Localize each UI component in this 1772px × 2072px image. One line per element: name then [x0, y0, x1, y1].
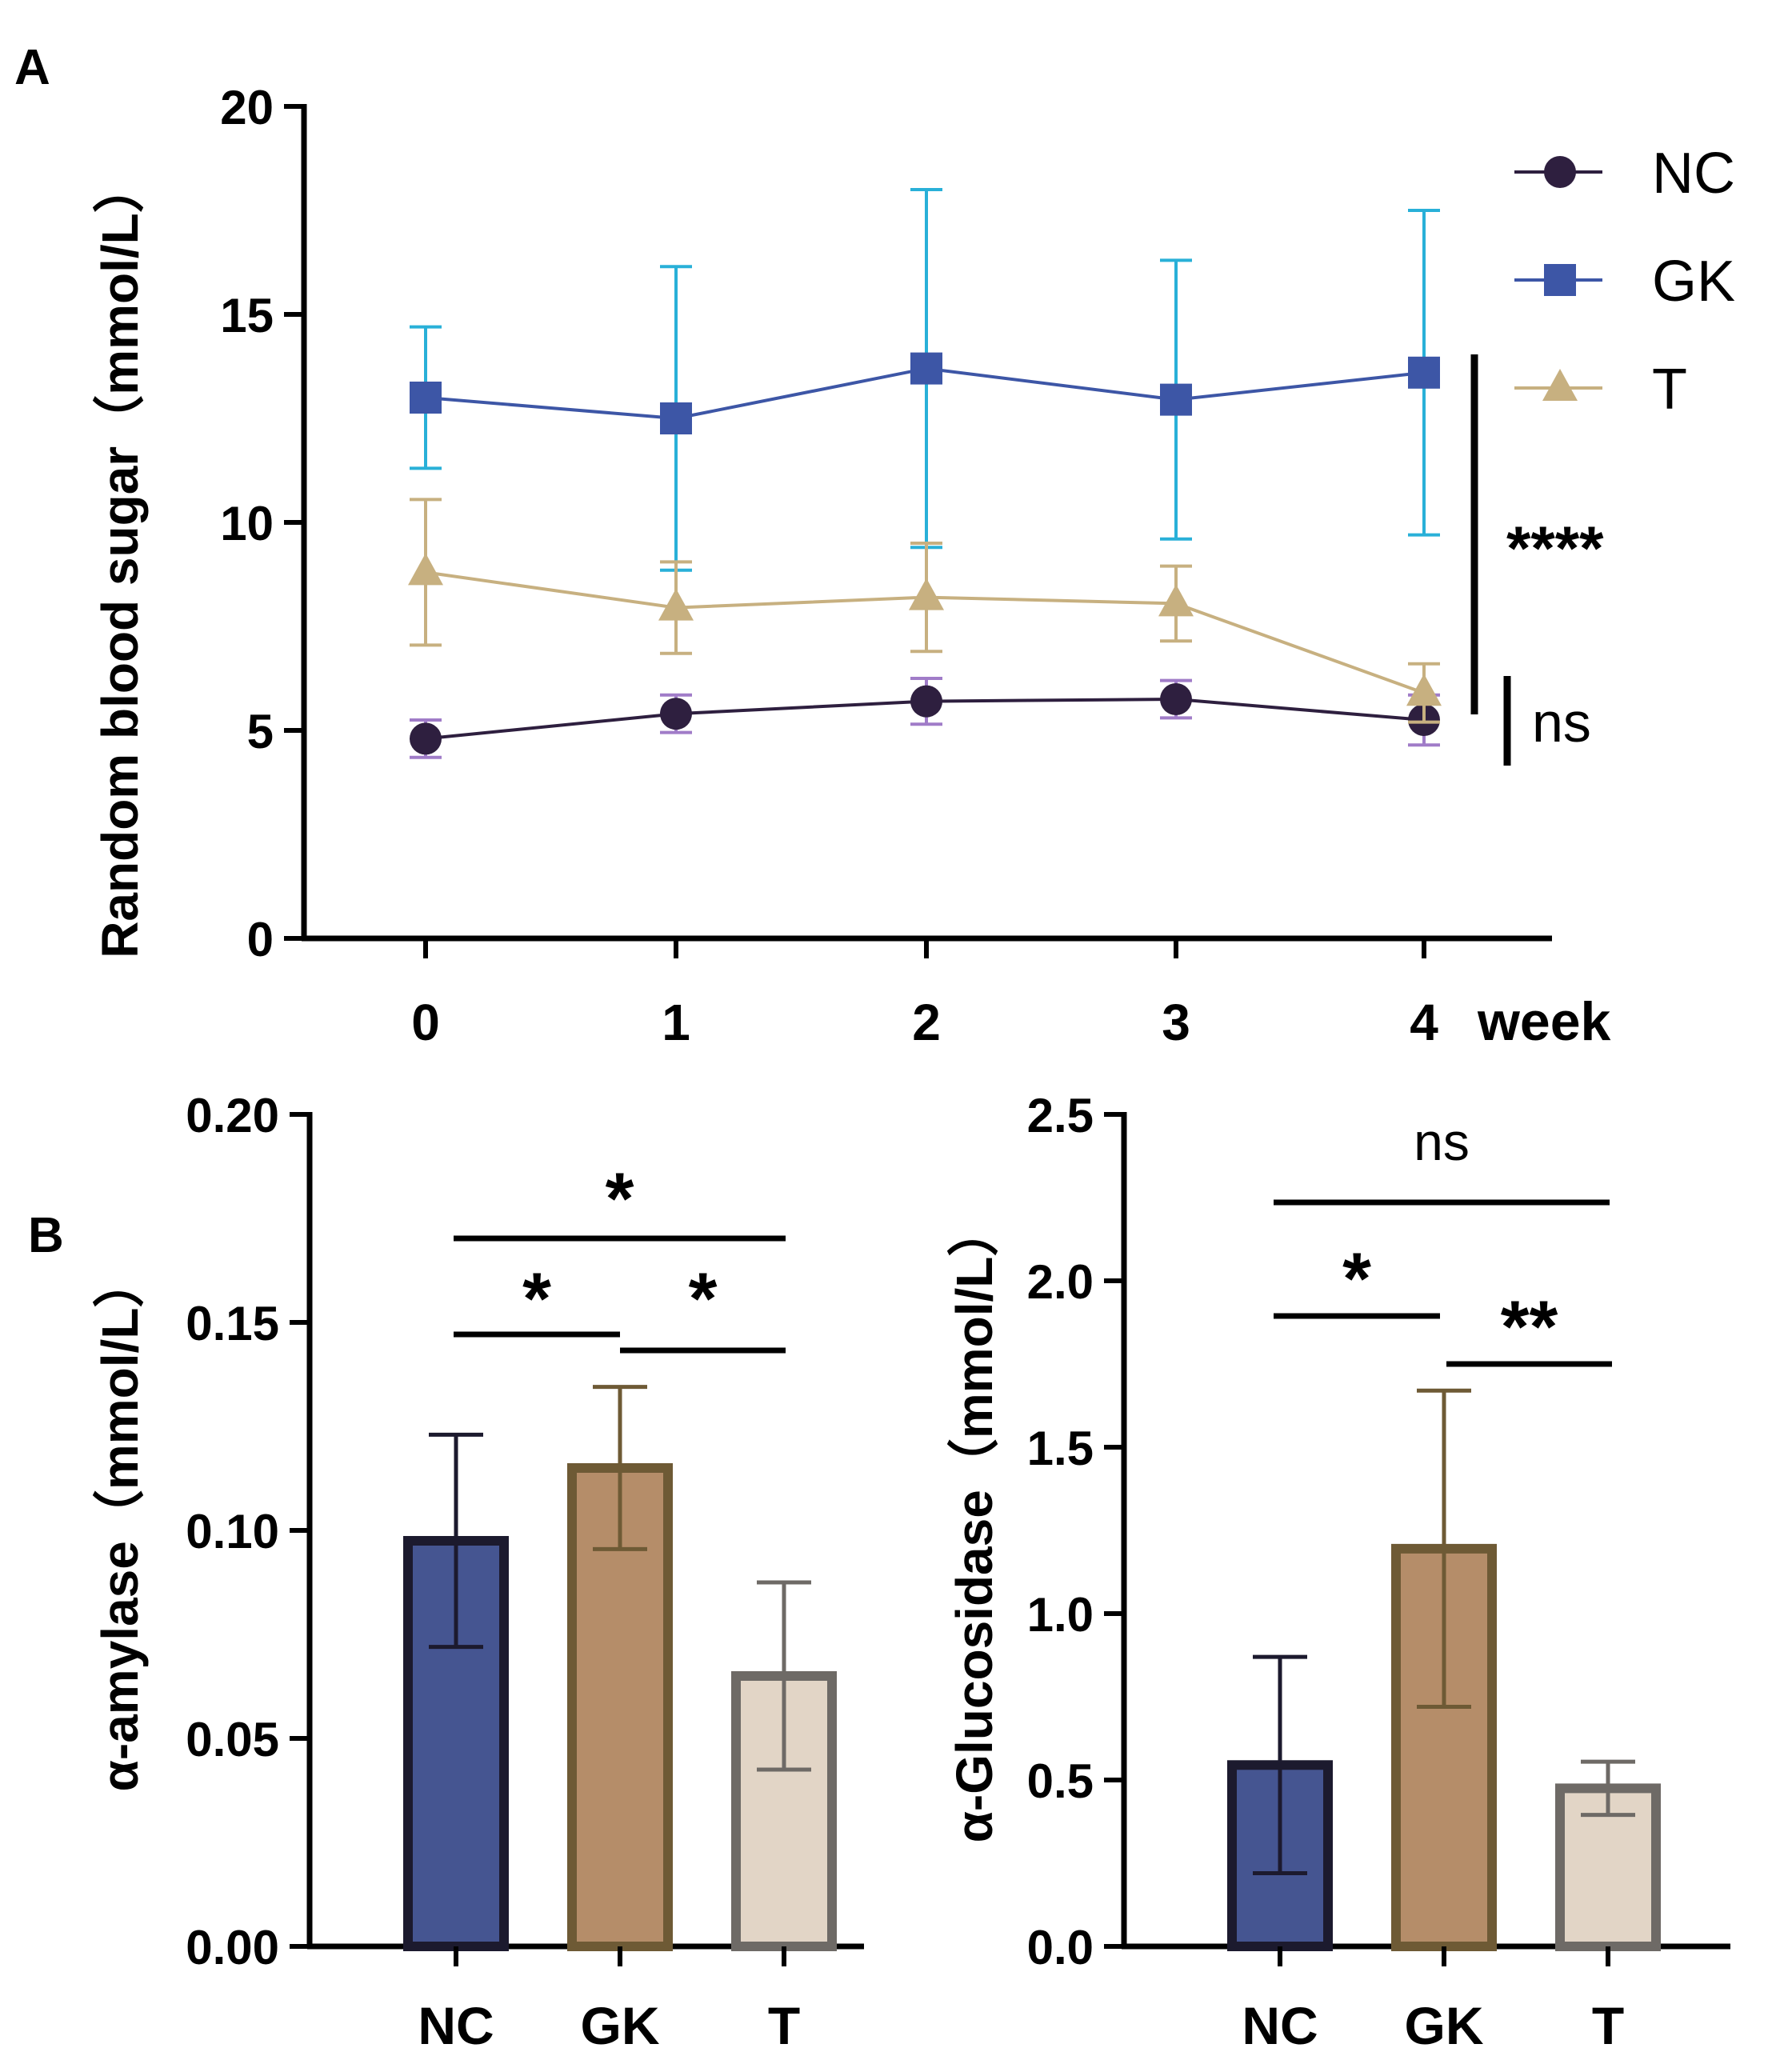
panel-a-point-t — [1406, 674, 1442, 706]
panel-b1-sig-label: * — [522, 1258, 551, 1340]
panel-a-point-t — [408, 553, 443, 586]
panel-b-glucosidase-bar-chart: α-Glucosidase（mmol/L） 0.0 0.5 1.0 1.5 2.0 2.5… — [946, 1089, 1730, 2055]
panel-a-x-tick-label: 0 — [411, 994, 440, 1051]
panel-b1-x-tick-label: T — [768, 1996, 800, 2055]
panel-a-y-tick-label: 20 — [220, 81, 274, 134]
panel-b2-ylabel: α-Glucosidase（mmol/L） — [946, 1206, 1003, 1843]
panel-label-b: B — [28, 1208, 64, 1263]
panel-b2-y-tick-label: 2.0 — [1027, 1255, 1094, 1309]
panel-a-point-t — [658, 588, 694, 621]
panel-a-point-nc — [1160, 683, 1192, 715]
panel-b2-sig-label: ns — [1414, 1112, 1470, 1171]
panel-a-x-tick-label: 1 — [662, 994, 690, 1051]
panel-b2-y-tick-label: 0.5 — [1027, 1754, 1094, 1808]
panel-b2-y-tick-label: 1.5 — [1027, 1422, 1094, 1475]
panel-a-y-tick-label: 5 — [247, 705, 274, 758]
legend-marker-t — [1542, 369, 1578, 401]
panel-b1-sig-label: * — [606, 1158, 634, 1240]
panel-a-point-gk — [910, 352, 942, 385]
panel-a-y-tick-label: 0 — [247, 913, 274, 966]
panel-a-point-gk — [1408, 356, 1440, 389]
panel-b2-x-tick-label: T — [1592, 1996, 1624, 2055]
panel-b2-sig-label: ** — [1501, 1286, 1558, 1368]
panel-a-y-tick-label: 10 — [220, 497, 274, 550]
panel-b2-y-tick-label: 1.0 — [1027, 1588, 1094, 1642]
panel-a-point-t — [1158, 584, 1194, 617]
panel-a-point-t — [909, 578, 944, 610]
panel-a-point-gk — [1160, 383, 1192, 416]
panel-b2-x-tick-label: GK — [1405, 1996, 1484, 2055]
panel-a-line-chart: Random blood sugar（mmol/L） week 05101520… — [91, 81, 1735, 1052]
panel-a-point-nc — [410, 722, 442, 755]
panel-a-point-nc — [910, 685, 942, 718]
panel-a-x-tick-label: 3 — [1162, 994, 1190, 1051]
panel-b1-sig-label: * — [689, 1258, 718, 1340]
panel-a-y-tick-label: 15 — [220, 289, 274, 342]
panel-b1-x-tick-label: GK — [581, 1996, 660, 2055]
panel-b2-y-tick-label: 0.0 — [1027, 1921, 1094, 1974]
panel-a-x-tick-label: 2 — [912, 994, 941, 1051]
panel-a-point-nc — [660, 698, 692, 730]
panel-b2-y-tick-label: 2.5 — [1027, 1089, 1094, 1142]
panel-b1-y-tick-label: 0.00 — [186, 1921, 279, 1974]
panel-b1-y-tick-label: 0.05 — [186, 1713, 279, 1766]
panel-b1-y-tick-label: 0.15 — [186, 1297, 279, 1350]
panel-b1-ylabel: α-amylase（mmol/L） — [91, 1257, 149, 1792]
panel-a-sig-label: **** — [1506, 513, 1604, 583]
legend-label-t: T — [1652, 358, 1687, 422]
panel-b1-y-tick-label: 0.20 — [186, 1089, 279, 1142]
legend-label-nc: NC — [1652, 142, 1735, 206]
panel-b2-sig-label: * — [1342, 1238, 1371, 1320]
legend-marker-gk — [1544, 264, 1576, 296]
panel-a-point-gk — [410, 382, 442, 414]
panel-a-ns-label: ns — [1532, 691, 1591, 754]
panel-a-ylabel: Random blood sugar（mmol/L） — [91, 162, 149, 958]
legend-marker-nc — [1544, 156, 1576, 188]
panel-a-point-gk — [660, 402, 692, 434]
legend-label-gk: GK — [1652, 250, 1735, 314]
panel-b1-y-tick-label: 0.10 — [186, 1505, 279, 1558]
panel-a-x-tick-label: 4 — [1410, 994, 1438, 1051]
panel-label-a: A — [14, 40, 50, 95]
panel-b-amylase-bar-chart: α-amylase（mmol/L） 0.00 0.05 0.10 0.15 0.20 NC… — [91, 1089, 864, 2055]
panel-b1-x-tick-label: NC — [418, 1996, 494, 2055]
panel-b2-x-tick-label: NC — [1242, 1996, 1318, 2055]
panel-a-xlabel: week — [1477, 991, 1611, 1052]
